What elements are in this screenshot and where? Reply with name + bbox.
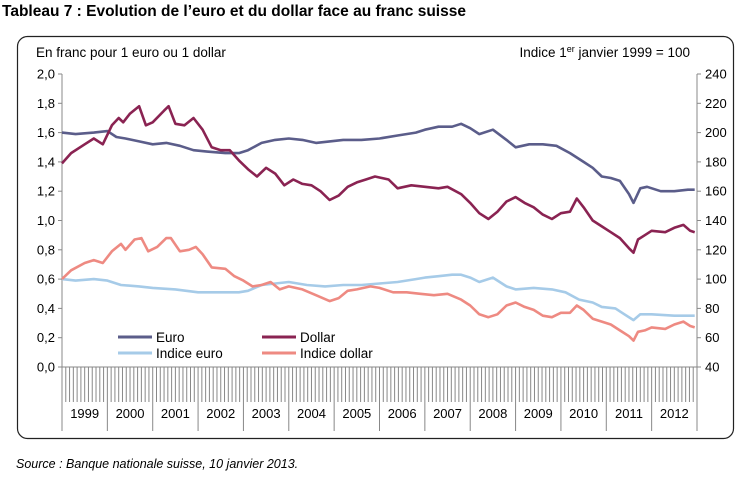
series-line-euro [61,122,695,205]
figure-title: Tableau 7 : Evolution de l’euro et du do… [2,3,466,20]
right-tick-label: 80 [705,301,719,316]
left-tick-label: 0,0 [37,360,55,375]
right-tick-label: 200 [705,125,727,140]
year-label: 2002 [206,406,235,421]
year-label: 2011 [615,406,643,421]
series-line-dollar [61,104,696,254]
right-tick-label: 60 [705,330,719,345]
right-tick-label: 180 [705,154,727,169]
left-tick-label: 1,4 [37,154,55,169]
left-tick-label: 1,6 [37,125,55,140]
right-axis-note: Indice 1er janvier 1999 = 100 [519,44,690,60]
year-label: 2010 [569,406,598,421]
right-tick-label: 100 [705,272,727,287]
year-label: 2006 [388,406,417,421]
year-label: 2007 [433,406,462,421]
right-tick-label: 160 [705,184,727,199]
series-line-indice-dollar [61,236,696,342]
legend-label: Euro [156,330,185,345]
year-label: 1999 [70,406,99,421]
year-label: 2003 [252,406,281,421]
legend: Euro Dollar Indice euro Indice dollar [118,330,373,361]
right-tick-label: 40 [705,360,719,375]
legend-label: Indice dollar [300,346,373,361]
right-tick-label: 220 [705,96,727,111]
year-label: 2000 [116,406,145,421]
left-axis-note: En franc pour 1 euro ou 1 dollar [36,45,226,60]
left-tick-label: 1,2 [37,184,55,199]
left-tick-label: 0,8 [37,242,55,257]
left-tick-label: 0,2 [37,330,55,345]
right-tick-label: 140 [705,213,727,228]
right-tick-label: 120 [705,242,727,257]
year-label: 2009 [524,406,553,421]
left-tick-label: 0,6 [37,272,55,287]
year-label: 2001 [161,406,190,421]
series-lines [61,104,696,342]
chart-frame [16,35,735,440]
left-tick-label: 0,4 [37,301,55,316]
left-tick-label: 2,0 [37,67,55,82]
left-tick-label: 1,0 [37,213,55,228]
year-label: 2005 [342,406,371,421]
legend-label: Dollar [300,330,336,345]
series-line-indice-euro [61,273,695,322]
legend-label: Indice euro [156,346,223,361]
year-label: 2012 [660,406,689,421]
right-tick-label: 240 [705,67,727,82]
year-label: 2004 [297,406,326,421]
axes: 0,0 40 0,2 60 0,4 80 0,6 100 0,8 120 1,0 140 1,2 160 1… [37,67,727,431]
source-note: Source : Banque nationale suisse, 10 jan… [16,457,299,471]
year-label: 2008 [478,406,507,421]
left-tick-label: 1,8 [37,96,55,111]
